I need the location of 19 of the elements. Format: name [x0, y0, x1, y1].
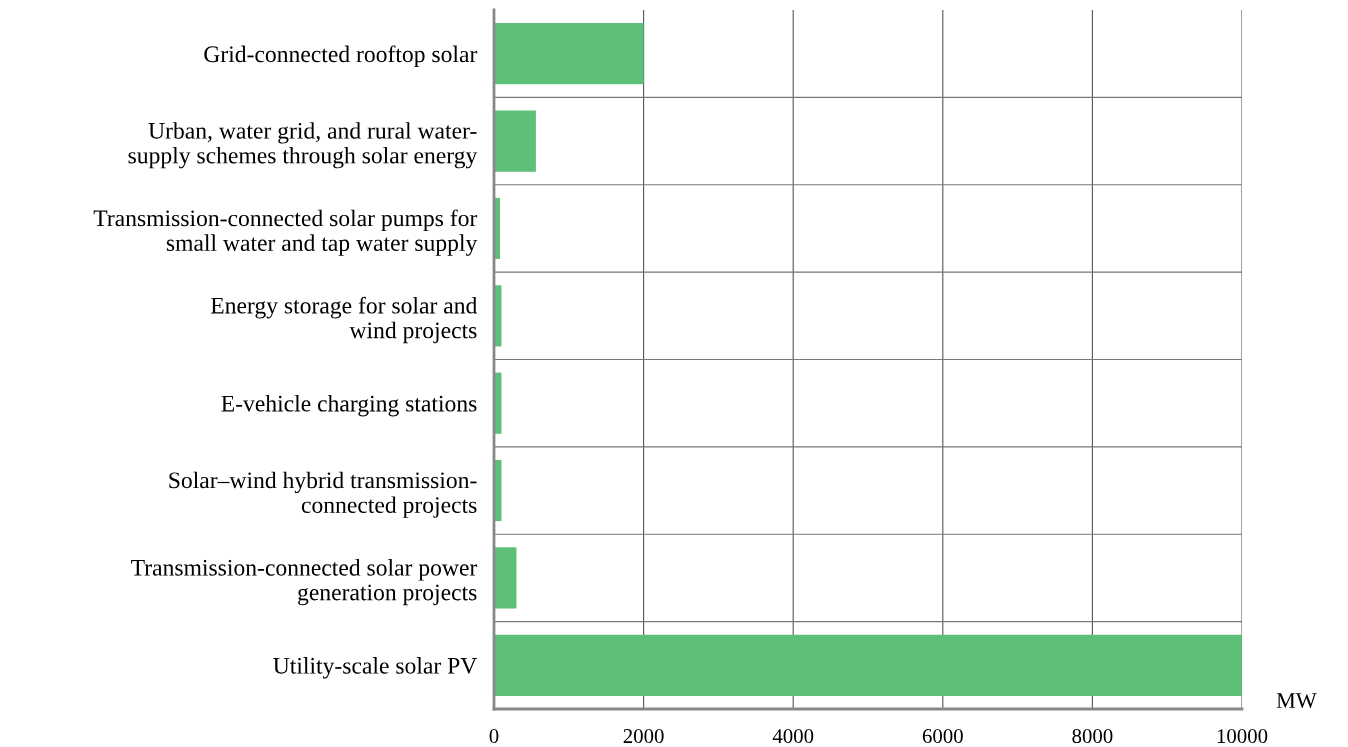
x-tick-label: 2000	[623, 729, 664, 744]
x-axis-title: MW	[1276, 693, 1317, 709]
y-tick-label: Solar–wind hybrid transmission- connected projects	[169, 471, 477, 518]
bar	[494, 110, 536, 172]
y-tick-label: Grid-connected rooftop solar	[204, 45, 478, 68]
x-tick-label: 0	[489, 729, 499, 744]
y-tick-label: Utility-scale solar PV	[273, 657, 478, 679]
x-tick-label: 10000	[1217, 729, 1268, 744]
y-tick-label: Transmission-connected solar power generation projects	[131, 559, 478, 606]
bar	[494, 23, 644, 85]
bar	[494, 547, 517, 609]
y-tick-label: Transmission-connected solar pumps for small water and tap water supply	[93, 209, 478, 256]
x-tick-label: 4000	[772, 729, 814, 744]
y-tick-label: Urban, water grid, and rural water- supply schemes through solar energy	[128, 122, 478, 169]
y-tick-label: Energy storage for solar and wind projects	[210, 296, 478, 344]
x-tick-label: 8000	[1072, 729, 1113, 744]
x-tick-label: 6000	[922, 729, 963, 744]
bar	[494, 634, 1242, 696]
y-tick-label: E-vehicle charging stations	[221, 395, 477, 417]
